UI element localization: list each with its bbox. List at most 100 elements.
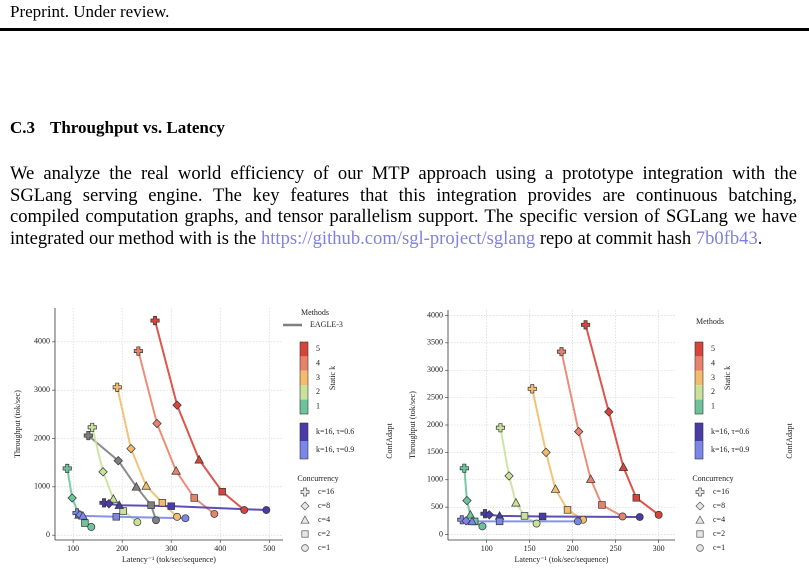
- colorbar-label: k=16, τ=0.9: [711, 445, 749, 454]
- legend-label: c=1: [713, 543, 725, 552]
- x-tick-label: 100: [481, 544, 493, 553]
- data-point: [62, 463, 72, 474]
- data-point: [87, 523, 96, 531]
- data-point: [104, 499, 114, 509]
- legend-label: c=8: [713, 501, 725, 510]
- colorbar-frame: [694, 341, 704, 415]
- text-run: We analyze the real world efficiency of …: [10, 163, 797, 250]
- colorbar-label: k=16, τ=0.6: [711, 427, 749, 436]
- data-point: [67, 493, 77, 503]
- section-number: C.3: [10, 118, 36, 137]
- y-tick-label: 0: [46, 530, 50, 539]
- colorbar-band: [695, 385, 703, 400]
- colorbar-frame: [694, 422, 704, 460]
- data-point: [78, 510, 88, 520]
- colorbar-label: 1: [711, 402, 715, 411]
- colorbar-title: ConfAdapt: [785, 422, 794, 458]
- data-point: [618, 512, 627, 521]
- colorbar-label: 2: [316, 387, 320, 396]
- legend-title: Methods: [696, 317, 724, 326]
- legend-label: EAGLE-3: [310, 320, 343, 329]
- data-point: [635, 513, 644, 521]
- link[interactable]: https://github.com/sgl-project/sglang: [260, 228, 536, 250]
- data-point: [467, 516, 477, 526]
- y-tick-label: 1500: [427, 447, 443, 456]
- data-point: [459, 463, 469, 473]
- data-point: [210, 509, 219, 518]
- data-point: [172, 400, 182, 410]
- legend-label: c=16: [713, 487, 729, 496]
- data-point: [112, 382, 122, 392]
- y-tick-label: 2000: [427, 420, 443, 429]
- x-tick-label: 100: [67, 544, 79, 553]
- data-point: [581, 320, 591, 330]
- legend-label: c=1: [318, 543, 330, 552]
- colorbar-band: [695, 370, 703, 386]
- data-point: [108, 493, 119, 503]
- data-point: [654, 510, 663, 519]
- data-point: [262, 506, 271, 514]
- series-line: [154, 320, 245, 511]
- legend-label: c=4: [713, 515, 725, 524]
- data-point: [218, 487, 226, 496]
- data-point: [478, 522, 487, 531]
- colorbar-band: [695, 423, 703, 441]
- colorbar-band: [300, 423, 308, 441]
- colorbar-label: k=16, τ=0.9: [316, 445, 354, 454]
- legend-marker: [695, 515, 705, 524]
- data-point: [112, 513, 121, 521]
- y-axis-label: Throughput (tok/sec): [408, 391, 417, 459]
- x-tick-label: 150: [524, 544, 536, 553]
- data-point: [133, 346, 143, 356]
- data-point: [152, 516, 160, 525]
- x-tick-label: 200: [116, 544, 128, 553]
- legend-label: c=2: [318, 529, 330, 538]
- colorbar-label: 3: [711, 373, 715, 382]
- data-point: [457, 515, 467, 525]
- data-point: [194, 454, 204, 464]
- colorbar-band: [300, 356, 308, 371]
- text-run: .: [757, 228, 763, 250]
- colorbar-label: k=16, τ=0.6: [316, 427, 354, 436]
- x-tick-label: 400: [214, 544, 226, 553]
- data-point: [114, 500, 125, 509]
- y-tick-label: 3000: [34, 385, 50, 394]
- series-line: [584, 324, 660, 516]
- data-point: [532, 519, 541, 528]
- x-tick-label: 300: [165, 544, 177, 553]
- legend-marker: [695, 487, 705, 497]
- legend-marker: [696, 530, 704, 538]
- colorbar-band: [300, 370, 308, 386]
- link[interactable]: 7b0fb43: [695, 228, 758, 250]
- colorbar-frame: [299, 422, 309, 460]
- data-point: [147, 501, 155, 509]
- colorbar-band: [695, 399, 703, 414]
- colorbar-band: [695, 342, 703, 357]
- data-point: [563, 506, 572, 514]
- data-point: [585, 474, 596, 483]
- colorbar-label: 2: [711, 387, 715, 396]
- data-point: [190, 494, 198, 502]
- colorbar-title: Static k: [328, 366, 337, 390]
- text-run: repo at commit hash: [535, 228, 696, 250]
- legend-marker: [696, 544, 704, 552]
- header-rule: [0, 28, 809, 31]
- legend-label: c=8: [318, 501, 330, 510]
- colorbar-band: [300, 342, 308, 357]
- data-point: [632, 494, 641, 502]
- colorbar-title: ConfAdapt: [385, 422, 394, 458]
- data-point: [141, 480, 151, 490]
- x-axis-label: Latency⁻¹ (tok/sec/sequence): [515, 555, 609, 564]
- data-point: [133, 518, 142, 527]
- legend-marker: [300, 501, 310, 511]
- data-point: [618, 462, 629, 471]
- colorbar-frame: [299, 341, 309, 415]
- data-point: [87, 422, 97, 432]
- y-axis-label: Throughput (tok/sec): [13, 390, 22, 458]
- y-tick-label: 500: [431, 502, 443, 511]
- colorbar-band: [300, 441, 308, 459]
- data-point: [461, 516, 471, 526]
- x-tick-label: 300: [653, 544, 665, 553]
